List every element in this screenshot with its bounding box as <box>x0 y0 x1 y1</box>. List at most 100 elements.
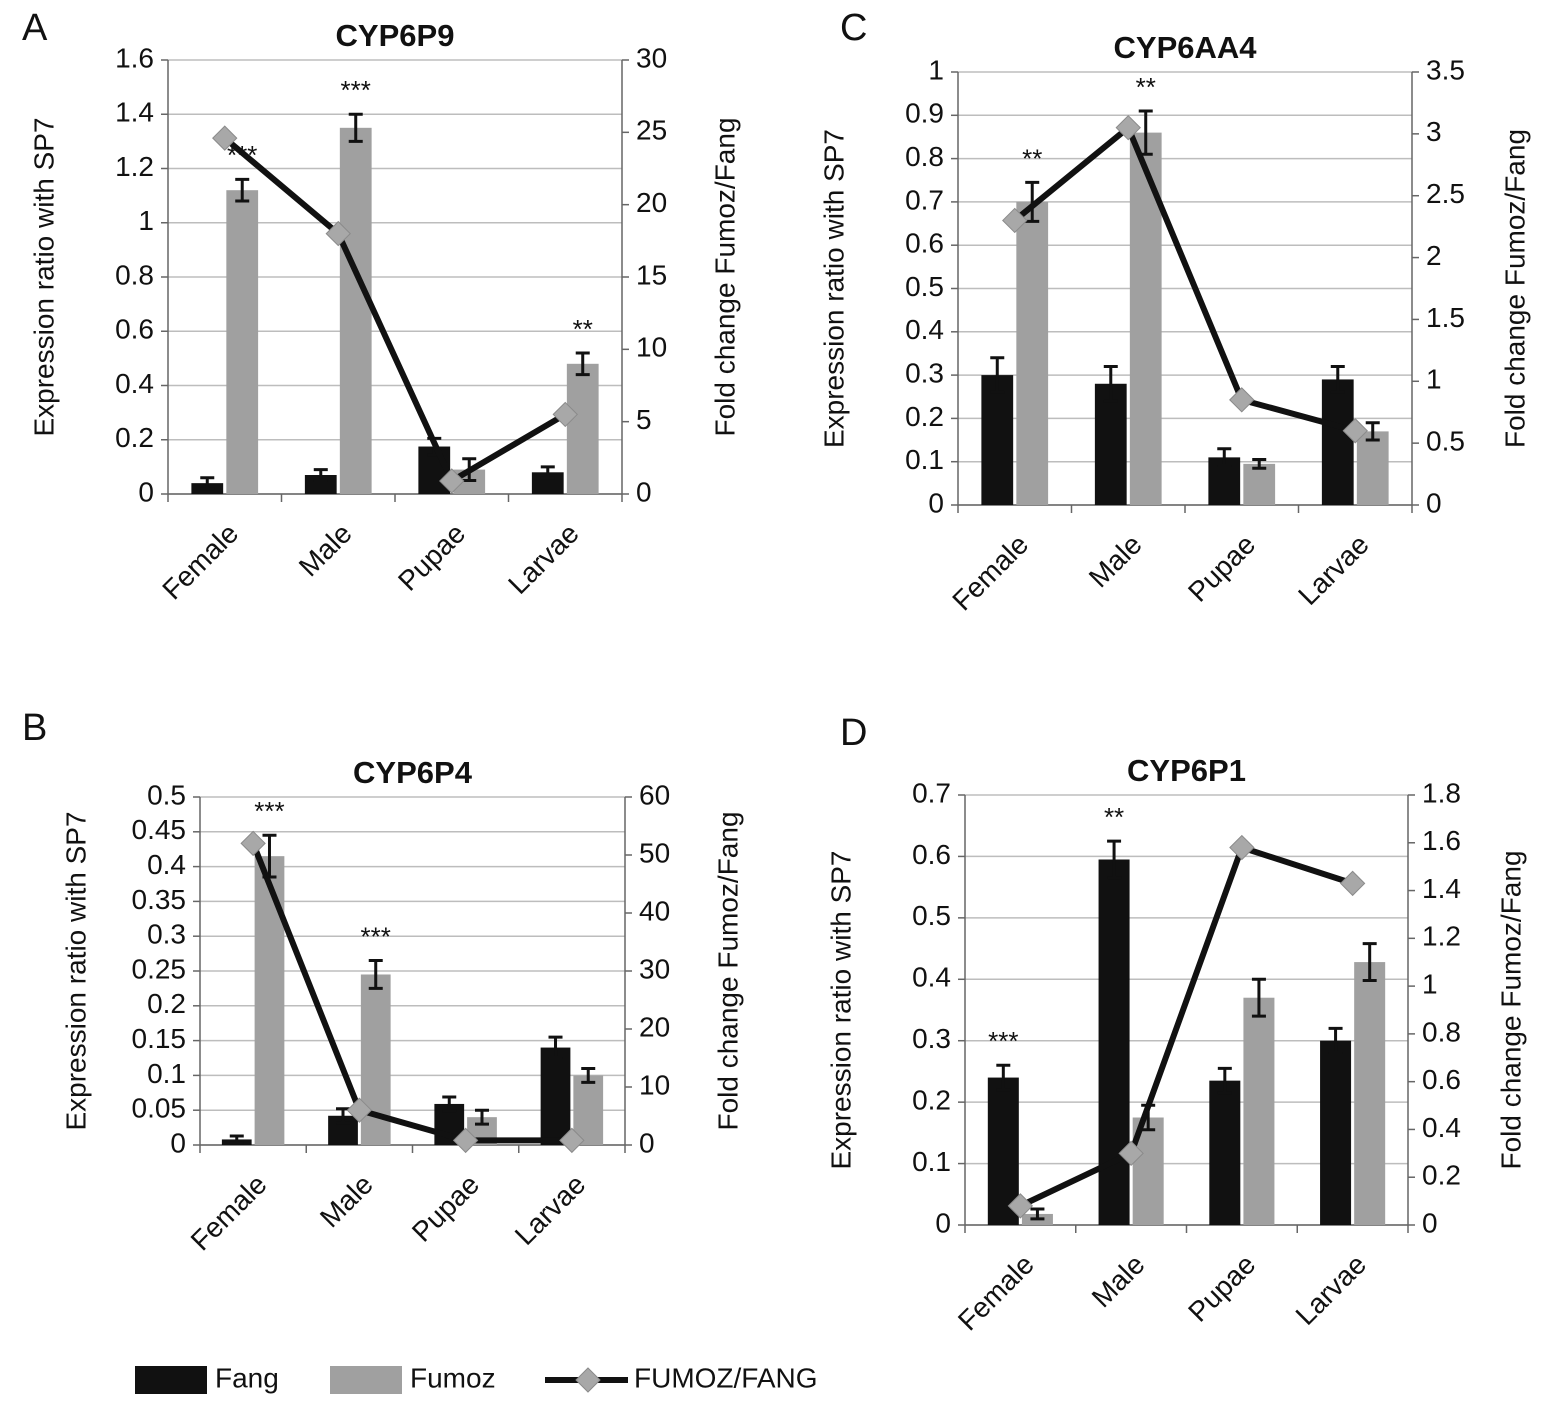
panel-label: A <box>22 7 48 49</box>
error-bar <box>540 465 555 480</box>
y-tick-label: 0.4 <box>905 314 944 345</box>
panel-label: C <box>840 7 867 49</box>
y2-axis-label: Fold change Fumoz/Fang <box>712 811 743 1130</box>
y-tick-label: 0.8 <box>905 141 944 172</box>
y2-tick-label: 20 <box>636 187 667 218</box>
x-tick-label: Male <box>1086 1249 1151 1314</box>
error-bar <box>581 1066 596 1084</box>
legend-label: Fang <box>215 1362 279 1393</box>
significance: ** <box>1104 802 1124 832</box>
y-tick-label: 0.1 <box>905 444 944 475</box>
ratio-marker <box>212 125 238 151</box>
x-tick-label: Female <box>952 1249 1040 1337</box>
bar <box>1354 962 1386 1225</box>
y-tick-label: 0.3 <box>912 1023 951 1054</box>
error-bar <box>1103 364 1118 403</box>
y-tick-label: 0.6 <box>115 314 154 345</box>
y-axis-label: Expression ratio with SP7 <box>818 129 849 448</box>
ratio-line <box>1019 843 1354 1209</box>
legend-swatch <box>135 1366 207 1394</box>
error-bar <box>336 1107 351 1125</box>
y2-tick-label: 0.5 <box>1426 426 1465 457</box>
error-bar <box>1030 1207 1045 1221</box>
error-bar <box>200 476 215 491</box>
ratio-line <box>222 135 567 486</box>
y2-tick-label: 30 <box>636 42 667 73</box>
significance: *** <box>341 75 371 105</box>
x-tick-label: Pupae <box>1182 1249 1261 1328</box>
y-tick-label: 0.2 <box>115 422 154 453</box>
bar <box>226 190 259 494</box>
y2-tick-label: 0 <box>636 476 652 507</box>
y-tick-label: 0.5 <box>147 779 186 810</box>
y-axis-label: Expression ratio with SP7 <box>60 811 91 1130</box>
error-bar <box>1217 1066 1232 1095</box>
y-tick-label: 0.7 <box>905 184 944 215</box>
error-bar <box>1328 1026 1343 1055</box>
panel-label: D <box>840 712 867 754</box>
y-tick-label: 0 <box>170 1127 186 1158</box>
significance: *** <box>361 921 391 951</box>
y2-tick-label: 15 <box>636 259 667 290</box>
y-tick-label: 0.7 <box>912 777 951 808</box>
y2-tick-label: 0.2 <box>1422 1160 1461 1191</box>
chart-title: CYP6P9 <box>336 18 455 53</box>
error-bar <box>990 356 1005 394</box>
significance: ** <box>1022 143 1042 173</box>
ratio-marker <box>1339 870 1366 897</box>
bar <box>1320 1040 1352 1225</box>
error-bar <box>1365 421 1380 442</box>
y-tick-label: 0.5 <box>905 271 944 302</box>
chart-title: CYP6AA4 <box>1114 30 1258 65</box>
bar <box>339 127 372 494</box>
error-bar <box>313 468 328 482</box>
y2-tick-label: 0 <box>639 1127 655 1158</box>
y-tick-label: 0.2 <box>905 401 944 432</box>
y-tick-label: 0.6 <box>912 839 951 870</box>
error-bar <box>1107 839 1122 880</box>
ratio-marker <box>325 220 351 247</box>
bar <box>1356 431 1389 505</box>
y2-axis-label: Fold change Fumoz/Fang <box>1499 129 1530 448</box>
y2-tick-label: 5 <box>636 404 652 435</box>
ratio-marker <box>552 401 578 428</box>
significance: *** <box>988 1026 1018 1056</box>
chart-title: CYP6P4 <box>353 755 473 790</box>
error-bar <box>1330 364 1345 394</box>
error-bar <box>474 1108 489 1126</box>
y-tick-label: 0.1 <box>912 1146 951 1177</box>
ratio-marker <box>452 1127 479 1154</box>
y-tick-label: 0.05 <box>132 1093 187 1124</box>
y-tick-label: 1 <box>138 205 154 236</box>
x-tick-label: Female <box>185 1169 273 1257</box>
bar <box>304 475 337 494</box>
y-tick-label: 0.4 <box>912 962 951 993</box>
bar <box>1098 859 1130 1225</box>
x-tick-label: Pupae <box>406 1169 485 1248</box>
y-tick-label: 0.5 <box>912 900 951 931</box>
bar <box>573 1075 604 1145</box>
bar <box>1094 383 1127 505</box>
x-tick-label: Male <box>314 1169 379 1234</box>
y2-tick-label: 1 <box>1426 364 1442 395</box>
error-bar <box>348 112 363 143</box>
x-tick-label: Pupae <box>392 518 471 597</box>
x-tick-label: Larvae <box>502 518 584 600</box>
error-bar <box>368 959 383 990</box>
error-bar <box>575 351 590 377</box>
y2-tick-label: 1.4 <box>1422 873 1461 904</box>
bar <box>1243 463 1276 505</box>
y-tick-label: 0.9 <box>905 98 944 129</box>
y2-tick-label: 1.6 <box>1422 825 1461 856</box>
y-tick-label: 0.3 <box>147 919 186 950</box>
x-tick-label: Male <box>1083 529 1148 594</box>
y2-tick-label: 10 <box>636 332 667 363</box>
ratio-marker <box>346 1097 373 1123</box>
bar <box>531 472 564 494</box>
y2-tick-label: 1.2 <box>1422 921 1461 952</box>
y2-tick-label: 1 <box>1422 969 1438 1000</box>
y-tick-label: 1 <box>928 54 944 85</box>
x-tick-label: Larvae <box>1290 1249 1372 1331</box>
y2-tick-label: 25 <box>636 115 667 146</box>
